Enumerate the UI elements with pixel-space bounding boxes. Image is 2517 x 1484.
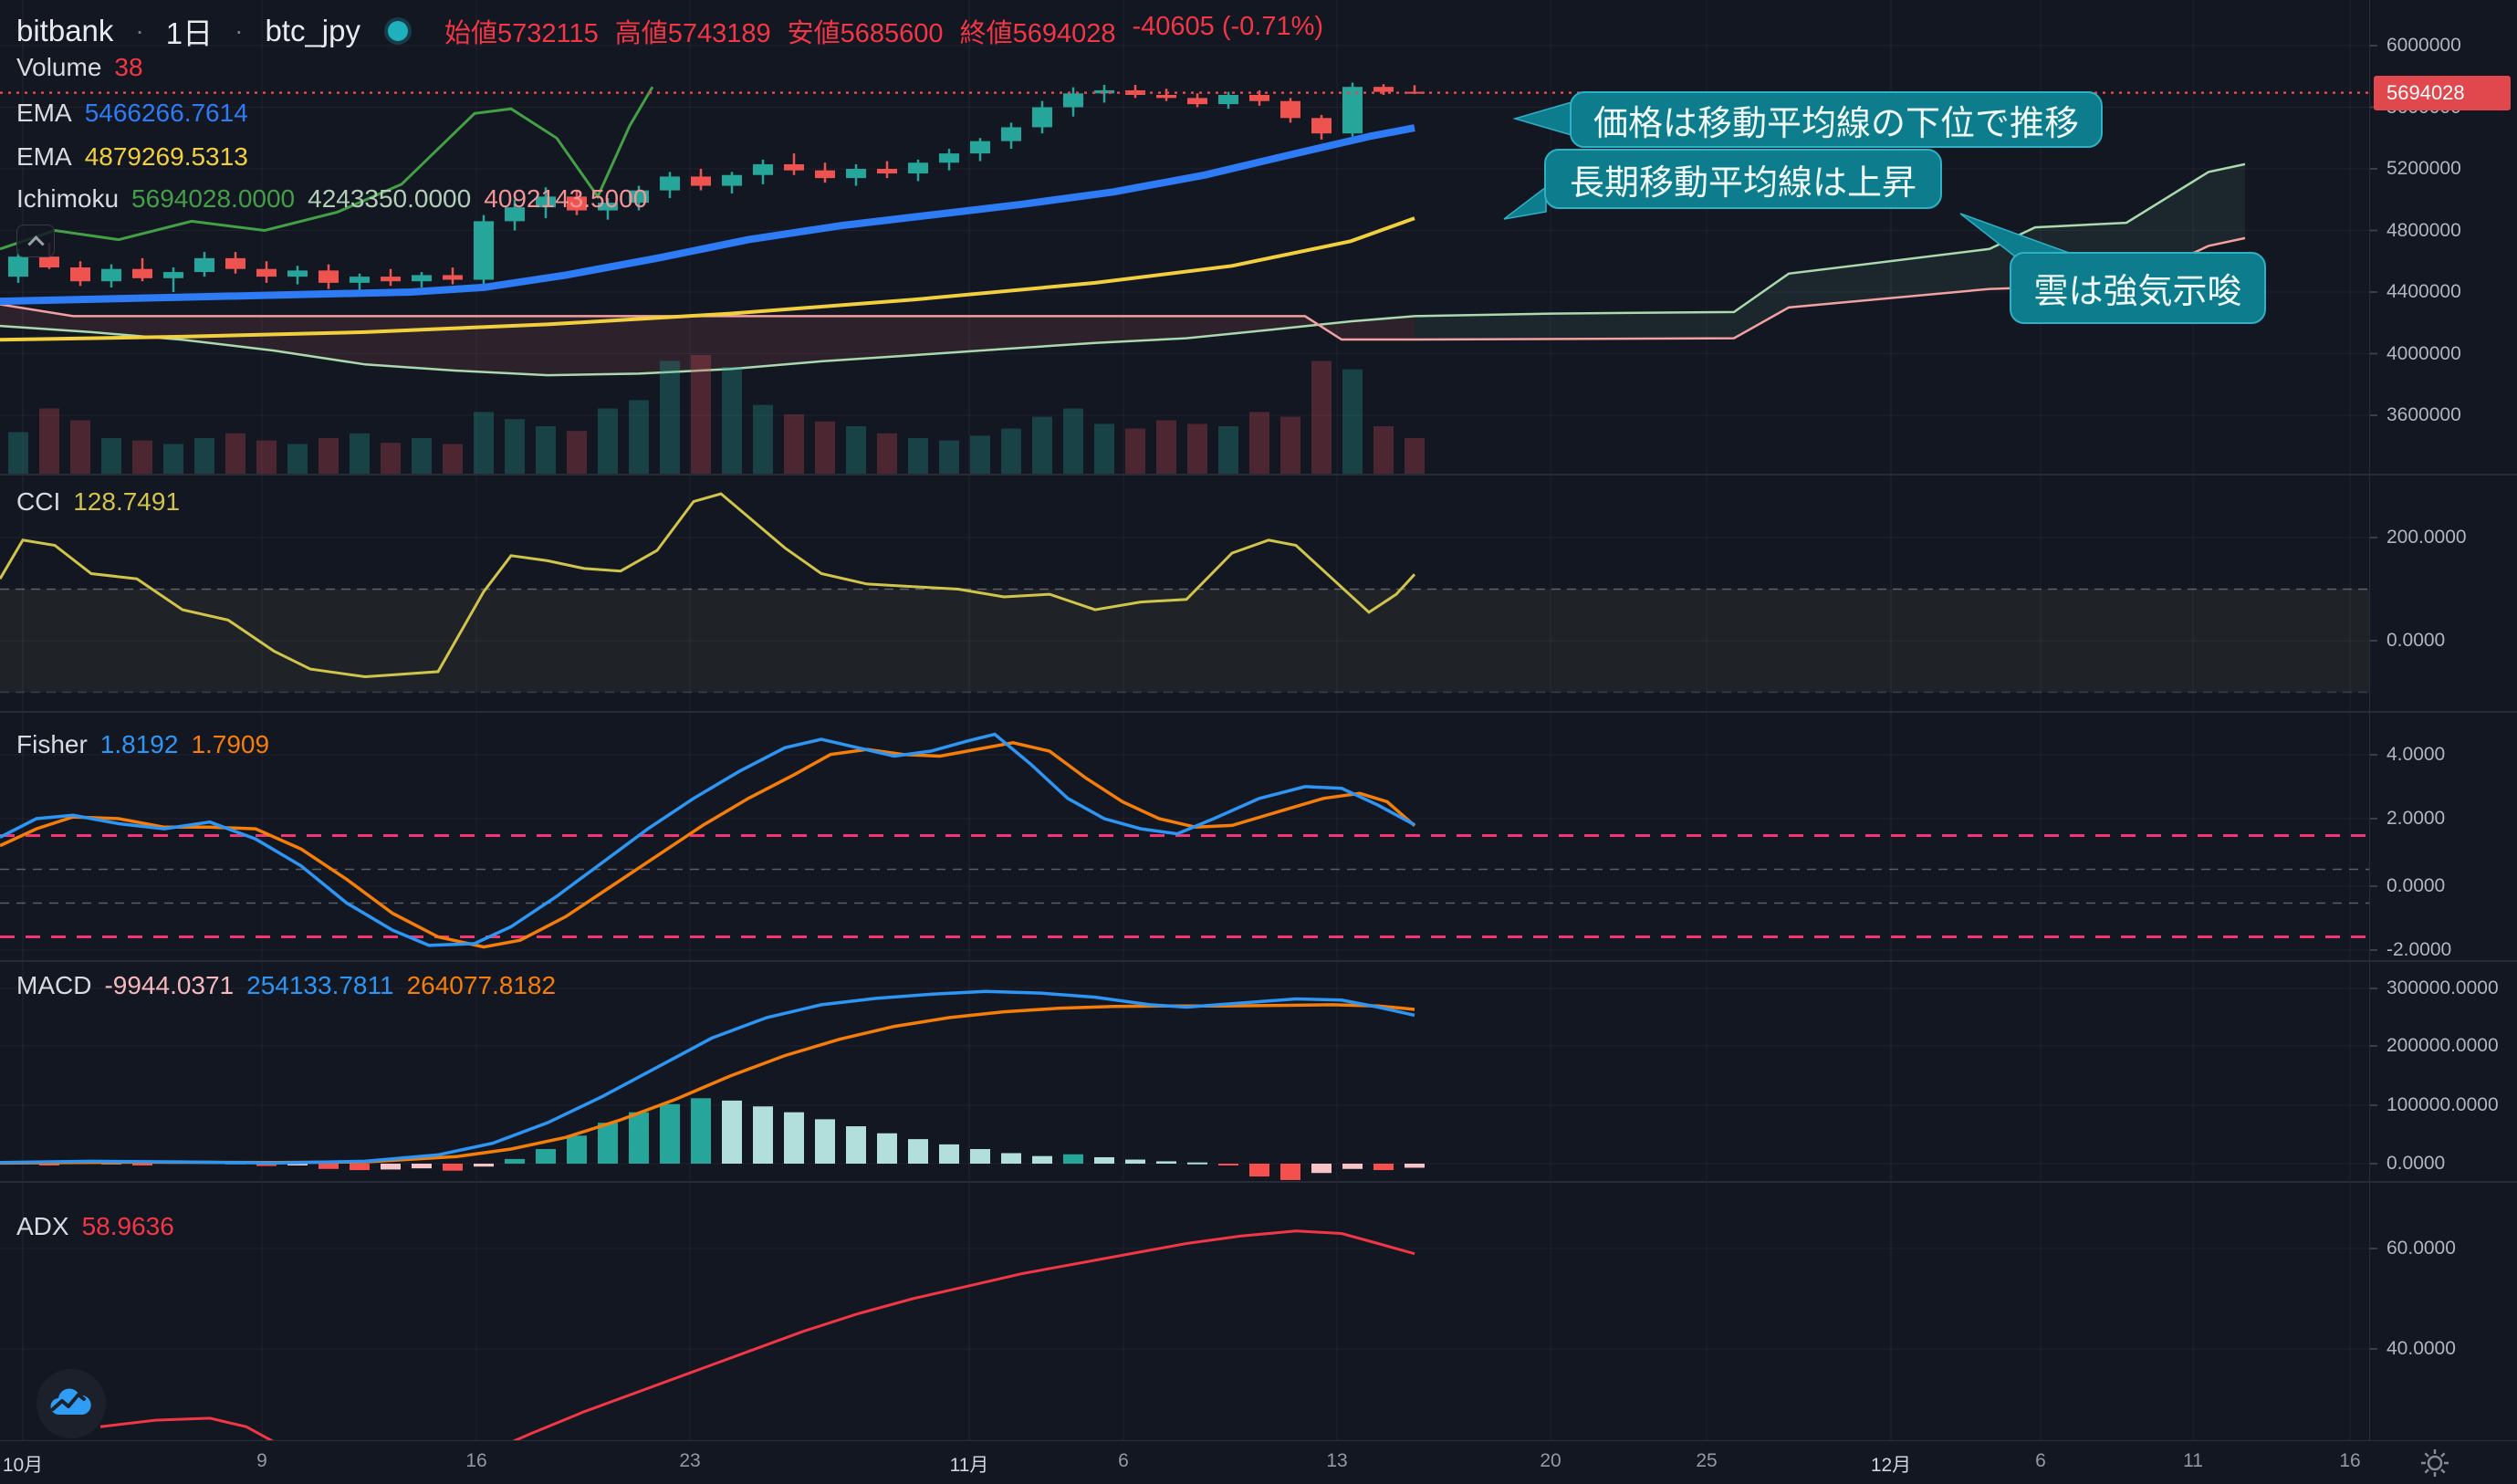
time-tick-label: 10月 <box>2 1455 44 1476</box>
time-tick-label: 20 <box>1540 1450 1561 1471</box>
cci-tick-label: 200.0000 <box>2386 527 2467 548</box>
price-tick-label: 5200000 <box>2386 158 2461 179</box>
adx-legend[interactable]: ADX 58.9636 <box>16 1212 174 1241</box>
fisher-tick-label: 0.0000 <box>2386 875 2446 896</box>
price-tick-label: 4000000 <box>2386 342 2461 364</box>
price-tick-label: 4400000 <box>2386 281 2461 302</box>
header-separator: · <box>135 16 144 45</box>
ema-fast-label: EMA <box>16 99 72 127</box>
ohlc-high: 高値5743189 <box>614 19 771 48</box>
macd-value-3: 264077.8182 <box>406 971 557 999</box>
time-tick-label: 9 <box>256 1450 267 1471</box>
callout-text: 価格は移動平均線の下位で推移 <box>1593 104 2079 143</box>
ohlc-readout: 始値5732115 高値5743189 安値5685600 終値5694028 … <box>444 12 1323 50</box>
ichimoku-label: Ichimoku <box>16 184 120 213</box>
cci-tick-label: 0.0000 <box>2386 630 2446 651</box>
ohlc-open: 始値5732115 <box>444 19 599 48</box>
volume-label: Volume <box>16 53 102 81</box>
market-status-dot <box>388 21 408 41</box>
callout-text: 雲は強気示唆 <box>2033 273 2242 311</box>
last-price-value: 5694028 <box>2386 80 2465 104</box>
last-price-label: 5694028 <box>2374 75 2511 110</box>
fisher-label: Fisher <box>16 730 88 758</box>
adx-tick-label: 60.0000 <box>2386 1238 2456 1259</box>
time-tick-label: 16 <box>465 1450 487 1471</box>
time-tick-label: 6 <box>2035 1450 2046 1471</box>
time-tick-label: 11 <box>2183 1450 2203 1471</box>
time-tick-label: 11月 <box>949 1455 989 1476</box>
ohlc-close: 終値5694028 <box>959 19 1116 48</box>
fisher-legend[interactable]: Fisher 1.8192 1.7909 <box>16 730 269 759</box>
time-axis[interactable]: 10月 9 16 23 11月 6 13 20 25 12月 6 11 16 <box>0 1440 2517 1484</box>
callout-longterm-ma-rising[interactable]: 長期移動平均線は上昇 <box>1544 149 1942 209</box>
cci-legend[interactable]: CCI 128.7491 <box>16 487 180 517</box>
ema-fast-value: 5466266.7614 <box>84 99 248 127</box>
ichimoku-value-1: 5694028.0000 <box>131 184 296 213</box>
price-tick-label: 6000000 <box>2386 35 2461 56</box>
ema-slow-label: EMA <box>16 142 72 171</box>
price-tick-label: 4800000 <box>2386 219 2461 241</box>
cci-label: CCI <box>16 487 61 516</box>
fisher-value-1: 1.8192 <box>99 730 179 758</box>
fisher-tick-label: 2.0000 <box>2386 808 2446 829</box>
exchange-name: bitbank <box>16 14 114 47</box>
volume-value: 38 <box>114 53 143 81</box>
ichimoku-legend[interactable]: Ichimoku 5694028.0000 4243350.0000 40921… <box>16 184 647 214</box>
ichimoku-value-3: 4092143.5000 <box>484 184 648 213</box>
macd-tick-label: 100000.0000 <box>2386 1094 2499 1115</box>
macd-tick-label: 200000.0000 <box>2386 1035 2499 1056</box>
symbol-name[interactable]: btc_jpy <box>265 14 360 47</box>
callout-text: 長期移動平均線は上昇 <box>1569 163 1916 203</box>
ema-slow-legend[interactable]: EMA 4879269.5313 <box>16 142 248 172</box>
chevron-up-icon <box>26 235 45 253</box>
macd-tick-label: 300000.0000 <box>2386 977 2499 998</box>
volume-legend[interactable]: Volume 38 <box>16 53 143 82</box>
time-tick-label: 25 <box>1696 1450 1718 1471</box>
time-tick-label: 13 <box>1326 1450 1348 1471</box>
time-tick-label: 23 <box>679 1450 701 1471</box>
fisher-value-2: 1.7909 <box>191 730 270 758</box>
price-tick-label: 3600000 <box>2386 404 2461 425</box>
ohlc-low: 安値5685600 <box>787 19 944 48</box>
cloud-chart-icon <box>50 1388 91 1416</box>
callout-cloud-bullish[interactable]: 雲は強気示唆 <box>2010 252 2266 324</box>
header-separator: · <box>235 16 244 45</box>
symbol-header[interactable]: bitbank · 1日 · btc_jpy 始値5732115 高値57431… <box>16 9 1323 53</box>
cci-value: 128.7491 <box>73 487 181 516</box>
sun-icon <box>2421 1449 2449 1477</box>
macd-value-2: 254133.7811 <box>246 971 394 999</box>
collapse-legend-button[interactable] <box>16 225 55 257</box>
macd-value-1: -9944.0371 <box>104 971 235 999</box>
time-tick-label: 6 <box>1118 1450 1129 1471</box>
time-tick-label: 12月 <box>1870 1455 1912 1476</box>
time-tick-label: 16 <box>2339 1450 2361 1471</box>
fisher-tick-label: 4.0000 <box>2386 744 2446 765</box>
adx-tick-label: 40.0000 <box>2386 1338 2456 1359</box>
price-axis[interactable]: 6000000560000052000004800000440000040000… <box>2369 0 2517 1440</box>
macd-tick-label: 0.0000 <box>2386 1153 2446 1174</box>
callout-price-below-ma[interactable]: 価格は移動平均線の下位で推移 <box>1570 91 2103 148</box>
interval-label[interactable]: 1日 <box>165 16 214 50</box>
adx-value: 58.9636 <box>81 1212 174 1240</box>
macd-label: MACD <box>16 971 92 999</box>
ema-slow-value: 4879269.5313 <box>84 142 248 171</box>
ema-fast-legend[interactable]: EMA 5466266.7614 <box>16 99 248 128</box>
fisher-tick-label: -2.0000 <box>2386 939 2452 960</box>
macd-legend[interactable]: MACD -9944.0371 254133.7811 264077.8182 <box>16 971 556 1000</box>
chart-logo-button[interactable] <box>37 1369 106 1438</box>
ohlc-change: -40605 (-0.71%) <box>1132 12 1324 41</box>
adx-label: ADX <box>16 1212 69 1240</box>
timezone-settings-button[interactable] <box>2417 1447 2453 1479</box>
ichimoku-value-2: 4243350.0000 <box>308 184 472 213</box>
